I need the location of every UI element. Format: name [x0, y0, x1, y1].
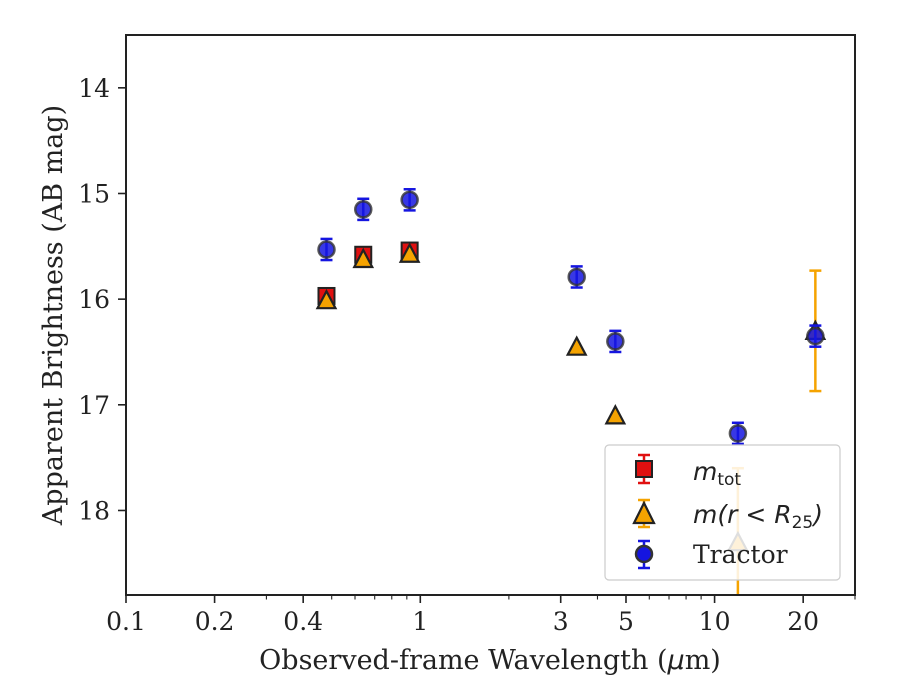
y-tick-label: 18: [78, 496, 110, 525]
x-axis-label: Observed-frame Wavelength (μm): [259, 645, 721, 676]
legend-triangle-marker: [632, 500, 656, 525]
legend-entry-tractor: Tractor: [634, 539, 788, 570]
x-tick-label: 10: [699, 607, 731, 636]
tractor-circle-point: [728, 424, 748, 443]
x-tick-label: 0.1: [106, 607, 146, 636]
tractor-circle-point: [806, 326, 825, 346]
tractor-circle-point: [400, 190, 419, 210]
legend: mtot m(r < R25) Tractor: [604, 444, 841, 581]
m25-triangle-point: [315, 288, 338, 310]
tractor-circle-point: [354, 200, 373, 219]
x-tick-label: 3: [553, 607, 569, 636]
m25-triangle-point: [565, 335, 588, 356]
m25-triangle-point: [604, 404, 627, 425]
y-axis-label: Apparent Brightness (AB mag): [38, 105, 69, 526]
y-tick-label: 14: [78, 74, 110, 103]
tractor-circle-point: [567, 267, 586, 287]
y-tick-label: 17: [78, 391, 110, 420]
x-tick-label: 1: [412, 607, 428, 636]
legend-entry-mtot: mtot: [635, 453, 741, 490]
x-tick-label: 0.2: [195, 607, 235, 636]
x-tick-label: 0.4: [283, 607, 323, 636]
x-tick-label: 5: [618, 607, 634, 636]
legend-label-mtot: mtot: [693, 457, 741, 490]
plot-area: [315, 188, 827, 595]
data-layer: [315, 188, 827, 595]
y-tick-label: 15: [78, 179, 110, 208]
legend-label-tractor: Tractor: [693, 540, 788, 569]
m25-triangle-point: [398, 242, 421, 263]
tractor-circle-point: [317, 240, 336, 259]
legend-circle-marker: [634, 544, 654, 564]
legend-label-m25: m(r < R25): [693, 500, 823, 533]
ticks: 0.1 0.2 0.4 1 3 5 10 20 14 15 16 17 18: [78, 74, 856, 636]
legend-box: [604, 444, 841, 581]
legend-square-marker: [635, 460, 653, 478]
axes-frame: [125, 34, 856, 596]
legend-entry-m25: m(r < R25): [632, 498, 823, 533]
y-tick-label: 16: [78, 285, 110, 314]
m25-triangle-point: [352, 247, 375, 269]
x-tick-label: 20: [787, 607, 819, 636]
tractor-circle-point: [606, 332, 625, 351]
